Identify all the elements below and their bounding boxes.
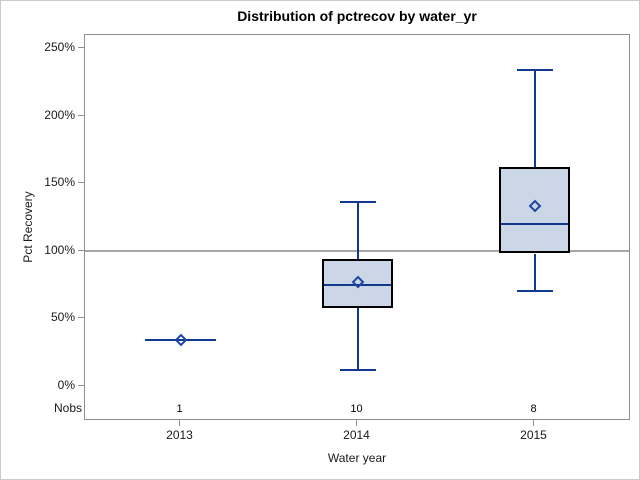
- y-tick-label: 50%: [50, 310, 75, 325]
- upper-whisker-stem: [356, 202, 359, 259]
- nobs-row-label: Nobs: [53, 401, 82, 415]
- y-tick-label: 0%: [57, 378, 75, 392]
- mean-marker: [174, 333, 187, 347]
- chart-title: Distribution of pctrecov by water_yr: [237, 8, 477, 24]
- y-tick-mark: [78, 385, 84, 386]
- median-line: [324, 283, 391, 286]
- upper-whisker-stem: [533, 69, 536, 167]
- y-tick-mark: [78, 182, 84, 184]
- lower-whisker-stem: [356, 307, 359, 370]
- plot-area: [84, 34, 630, 420]
- single-obs-line: [145, 339, 216, 342]
- nobs-value: 8: [530, 403, 537, 415]
- x-category-label: 2015: [520, 428, 547, 442]
- y-tick-label: 150%: [44, 175, 75, 190]
- x-tick-mark: [533, 420, 534, 426]
- nobs-value: 10: [350, 403, 363, 415]
- y-tick-mark: [78, 47, 84, 48]
- lower-whisker-cap: [516, 290, 553, 293]
- x-tick-mark: [356, 420, 357, 426]
- x-category-label: 2013: [166, 428, 193, 442]
- iqr-box: [499, 166, 570, 254]
- y-tick-label: 200%: [44, 107, 75, 122]
- y-tick-label: 250%: [44, 40, 75, 54]
- y-tick-mark: [78, 114, 84, 116]
- upper-whisker-cap: [516, 68, 553, 71]
- nobs-value: 1: [176, 403, 183, 415]
- y-tick-label: 100%: [44, 242, 75, 257]
- y-tick-mark: [78, 249, 84, 251]
- x-category-label: 2014: [343, 428, 370, 442]
- x-axis-title: Water year: [327, 451, 387, 465]
- median-line: [501, 222, 568, 225]
- iqr-box: [322, 258, 393, 308]
- lower-whisker-cap: [339, 368, 376, 371]
- y-tick-mark: [78, 317, 84, 319]
- upper-whisker-cap: [339, 201, 376, 204]
- x-tick-mark: [179, 420, 180, 426]
- lower-whisker-stem: [533, 253, 536, 292]
- y-axis-title: Pct Recovery: [21, 191, 35, 263]
